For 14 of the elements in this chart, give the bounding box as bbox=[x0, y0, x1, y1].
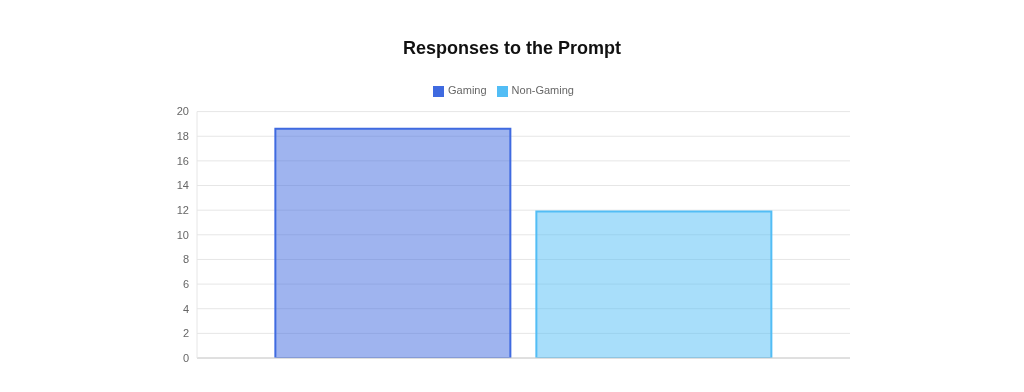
y-tick-label: 6 bbox=[182, 277, 189, 290]
legend-label: Gaming bbox=[448, 84, 487, 96]
y-tick-label: 2 bbox=[182, 327, 189, 340]
y-tick-label: 20 bbox=[176, 105, 189, 118]
legend-label: Non-Gaming bbox=[511, 84, 574, 96]
y-tick-label: 14 bbox=[176, 179, 189, 192]
y-tick-label: 10 bbox=[176, 228, 189, 241]
y-tick-label: 4 bbox=[182, 302, 189, 315]
y-tick-label: 0 bbox=[182, 351, 189, 364]
chart-title: Responses to the Prompt bbox=[402, 38, 622, 59]
y-tick-label: 16 bbox=[176, 154, 189, 167]
y-tick-label: 18 bbox=[176, 130, 189, 143]
y-tick-label: 12 bbox=[176, 204, 189, 217]
y-tick-label: 8 bbox=[182, 253, 189, 266]
